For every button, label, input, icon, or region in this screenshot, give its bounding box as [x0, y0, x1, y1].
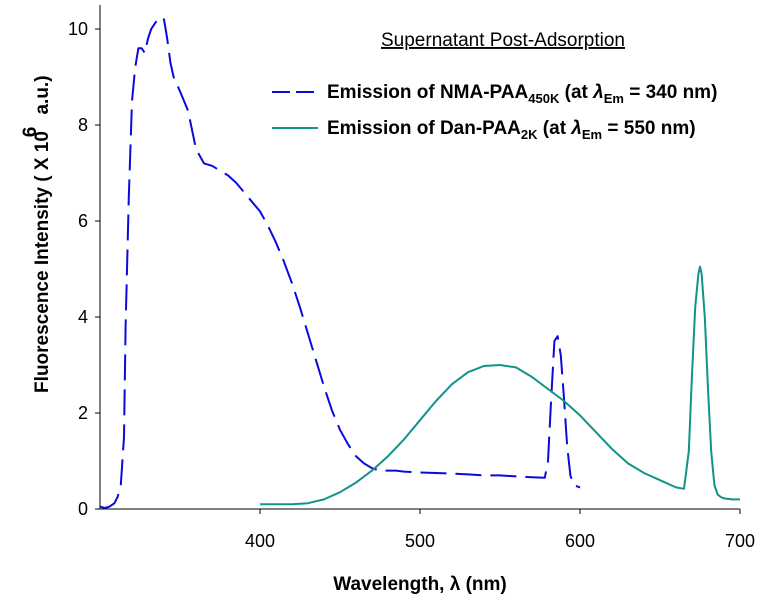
- legend-label-2-mid: (at: [538, 118, 572, 139]
- legend-label-1-sub2: Em: [604, 91, 624, 106]
- y-tick-label: 2: [78, 403, 88, 423]
- legend-entry-2: Emission of Dan-PAA2K (at λEm = 550 nm): [272, 118, 696, 142]
- y-tick-label: 0: [78, 499, 88, 519]
- y-axis-ticks: 0 2 4 6 8 10: [68, 19, 100, 519]
- y-axis-title-unit: a.u.): [32, 75, 53, 114]
- y-tick-label: 6: [78, 211, 88, 231]
- legend-label-1-lambda: λ: [592, 82, 604, 103]
- series-line-1: [99, 16, 581, 509]
- legend-label-1-sub: 450K: [528, 91, 560, 106]
- x-tick-label: 700: [725, 531, 755, 551]
- plot-area: 400 500 600 700 0 2 4 6 8 10: [68, 5, 755, 551]
- y-axis-title: Fluorescence Intensity ( X 10 6 a.u.): [20, 75, 53, 392]
- y-tick-label: 8: [78, 115, 88, 135]
- series-layer: [99, 16, 740, 509]
- x-axis-ticks: 400 500 600 700: [245, 509, 755, 551]
- legend-label-2-sub2: Em: [582, 127, 602, 142]
- legend-label-2-sub: 2K: [521, 127, 538, 142]
- chart-title: Supernatant Post-Adsorption: [381, 30, 625, 51]
- legend-label-2: Emission of Dan-PAA2K (at λEm = 550 nm): [327, 118, 696, 142]
- y-axis-title-exponent: 6: [20, 127, 41, 138]
- y-axis-title-main: Fluorescence Intensity ( X 10: [32, 131, 53, 393]
- x-tick-label: 600: [565, 531, 595, 551]
- legend-label-1-post: = 340 nm): [624, 82, 717, 103]
- x-tick-label: 400: [245, 531, 275, 551]
- series-line-2: [260, 265, 740, 506]
- legend: Emission of NMA-PAA450K (at λEm = 340 nm…: [272, 82, 717, 142]
- y-tick-label: 4: [78, 307, 88, 327]
- x-tick-label: 500: [405, 531, 435, 551]
- x-axis-title: Wavelength, λ (nm): [333, 574, 506, 595]
- legend-label-2-pre: Emission of Dan-PAA: [327, 118, 521, 139]
- legend-label-2-post: = 550 nm): [602, 118, 695, 139]
- legend-label-1-mid: (at: [559, 82, 593, 103]
- legend-label-1: Emission of NMA-PAA450K (at λEm = 340 nm…: [327, 82, 717, 106]
- legend-label-1-pre: Emission of NMA-PAA: [327, 82, 529, 103]
- legend-entry-1: Emission of NMA-PAA450K (at λEm = 340 nm…: [272, 82, 717, 106]
- y-tick-label: 10: [68, 19, 88, 39]
- legend-label-2-lambda: λ: [570, 118, 582, 139]
